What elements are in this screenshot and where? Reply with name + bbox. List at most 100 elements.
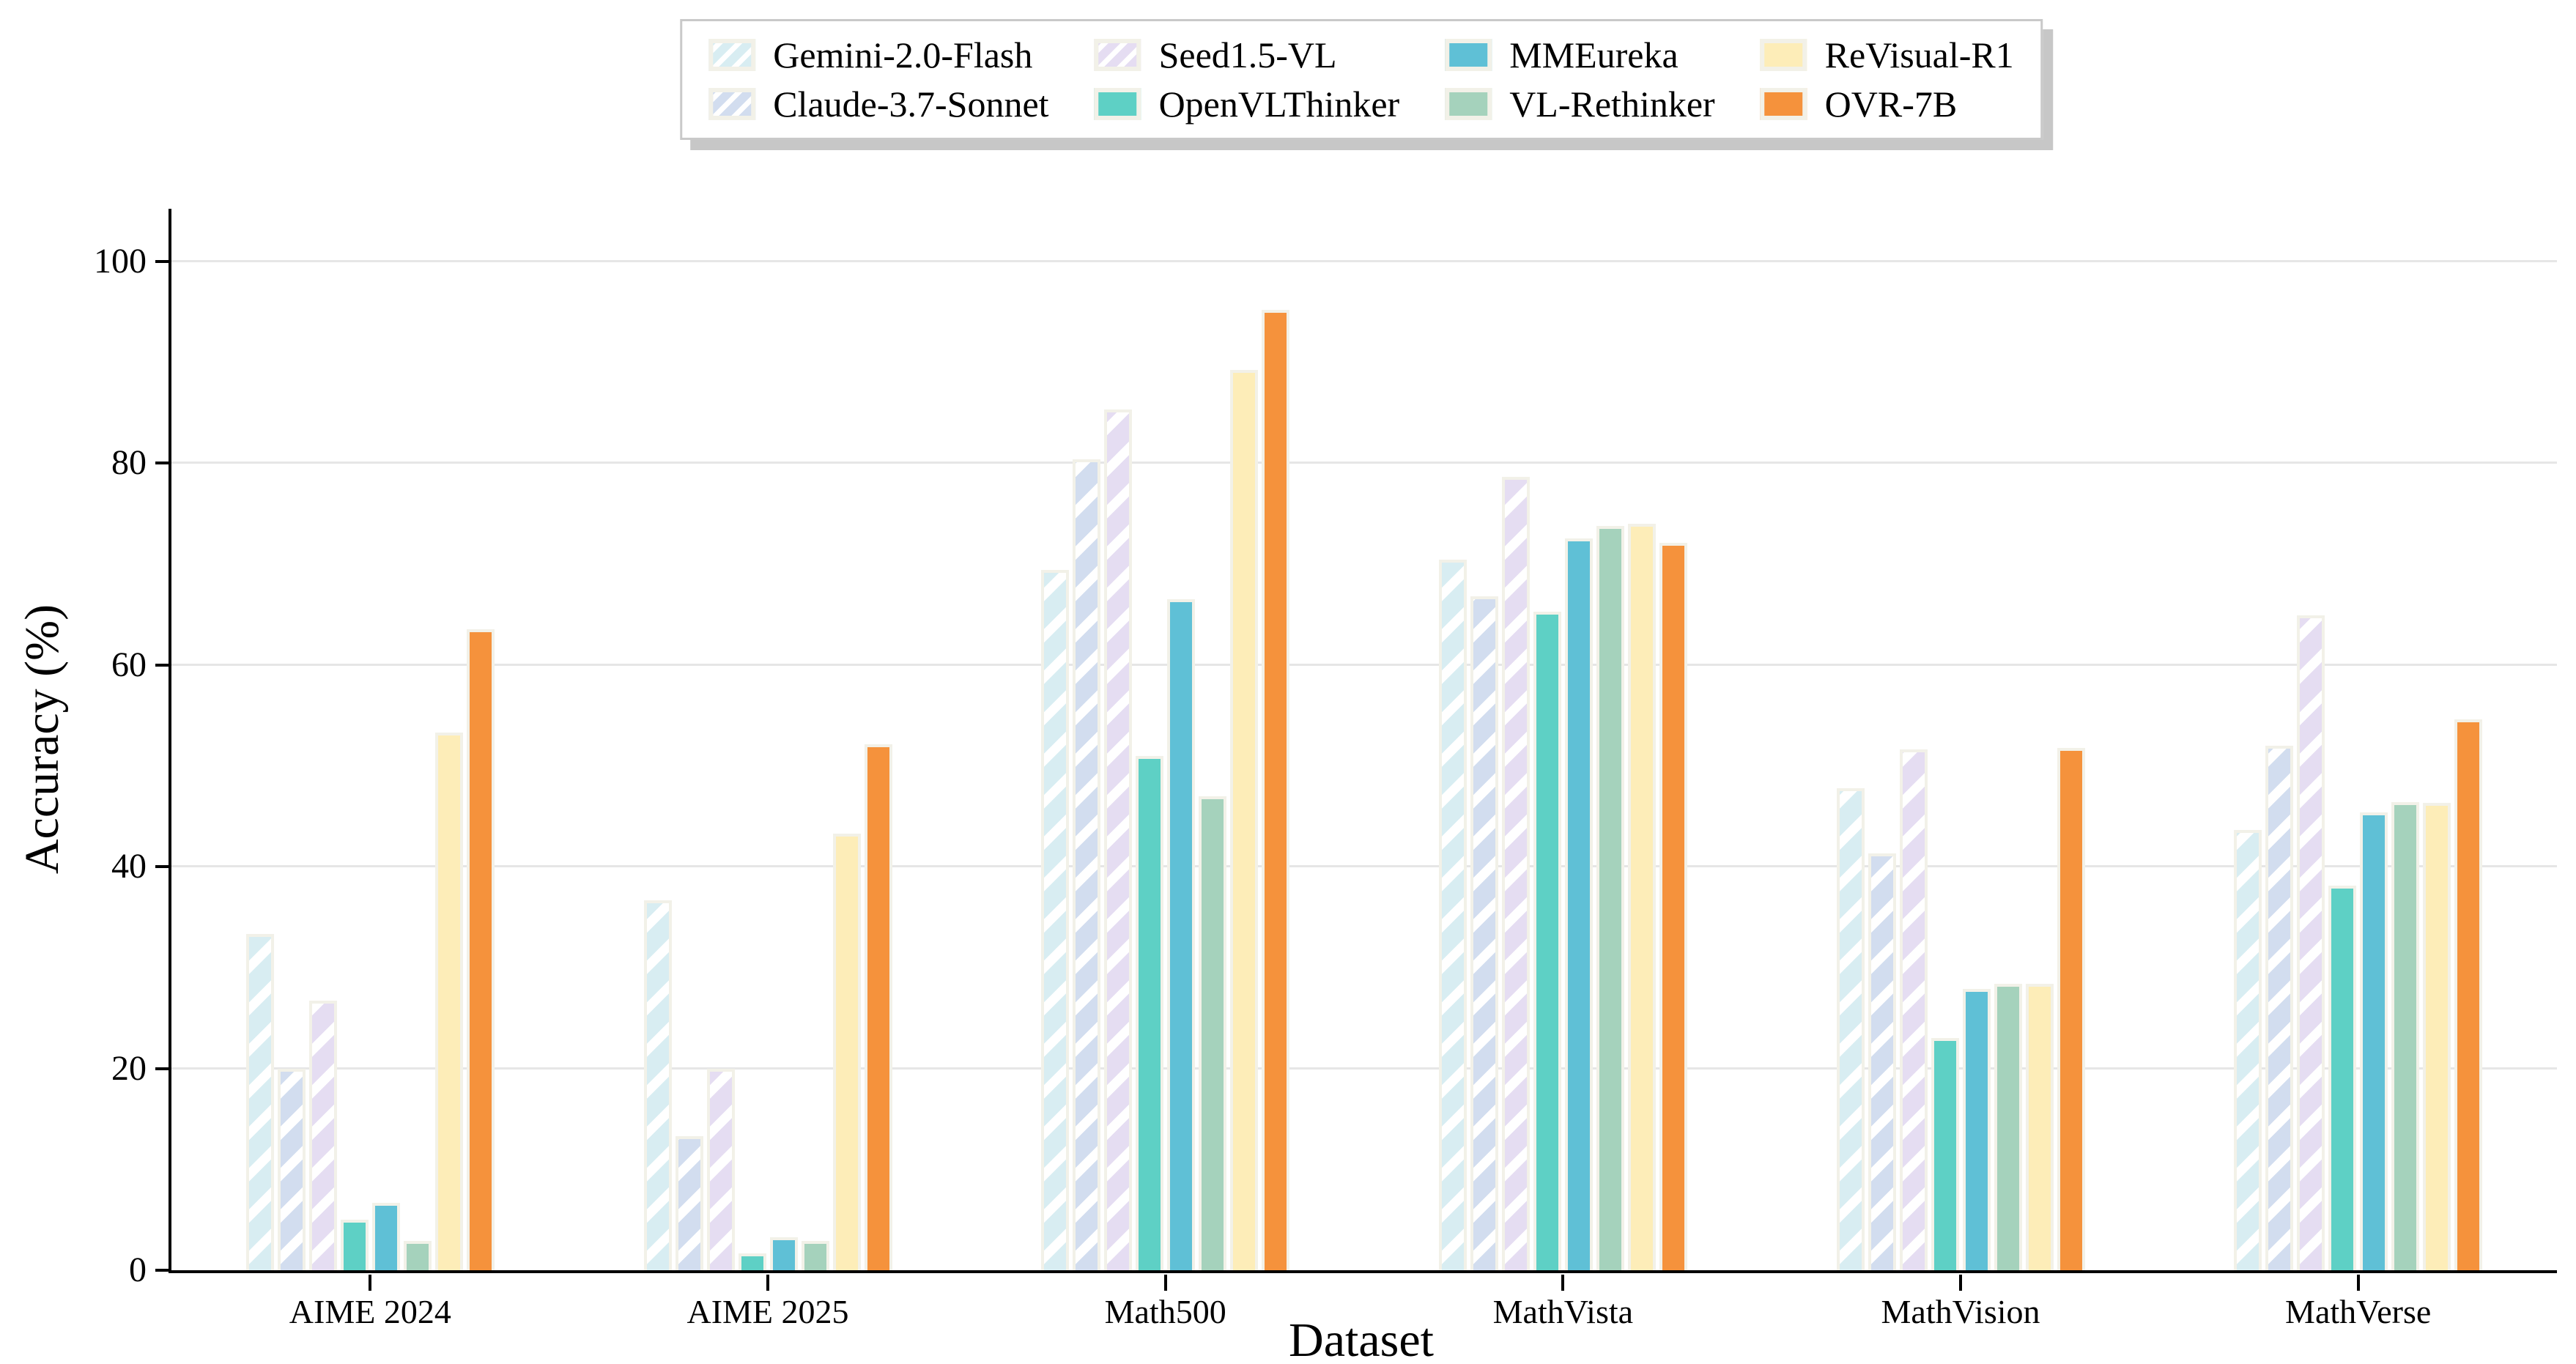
y-tick-mark-80	[155, 462, 169, 465]
bar-ovr-7b-aime-2025	[864, 744, 892, 1270]
legend-item-gemini-2-0-flash: Gemini-2.0-Flash	[708, 36, 1048, 75]
bar-claude-3-7-sonnet-aime-2024	[277, 1068, 306, 1270]
bar-revisual-r1-mathvista	[1627, 523, 1656, 1270]
bar-mmeureka-aime-2025	[769, 1237, 798, 1270]
bar-vl-rethinker-mathverse	[2391, 801, 2420, 1270]
legend-label: Claude-3.7-Sonnet	[773, 83, 1049, 125]
bar-gemini-2-0-flash-aime-2025	[643, 900, 672, 1270]
bar-seed1-5-vl-math500	[1104, 409, 1133, 1270]
legend-label: OVR-7B	[1824, 83, 1958, 125]
bar-revisual-r1-math500	[1230, 370, 1259, 1270]
bar-claude-3-7-sonnet-mathvision	[1868, 853, 1896, 1270]
legend-swatch-icon	[1094, 87, 1141, 120]
y-tick-label-0: 0	[129, 1250, 147, 1289]
y-tick-mark-60	[155, 663, 169, 667]
bar-group-mathvision: MathVision	[1762, 209, 2160, 1329]
gridline-100	[171, 259, 2557, 262]
bar-seed1-5-vl-aime-2025	[706, 1068, 735, 1270]
bar-openvlthinker-mathvista	[1533, 611, 1561, 1270]
bar-mmeureka-mathvision	[1962, 988, 1991, 1270]
bar-openvlthinker-math500	[1136, 755, 1164, 1270]
bar-seed1-5-vl-aime-2024	[308, 1001, 337, 1270]
bar-vl-rethinker-aime-2025	[801, 1241, 829, 1270]
bar-group-mathverse: MathVerse	[2159, 209, 2557, 1329]
legend-swatch-icon	[1445, 39, 1492, 72]
bar-group-mathvista: MathVista	[1364, 209, 1762, 1329]
bar-mmeureka-math500	[1167, 599, 1196, 1270]
bar-claude-3-7-sonnet-math500	[1073, 459, 1101, 1270]
legend-column-3: MMEureka VL-Rethinker	[1445, 36, 1715, 123]
x-tick-mark-4	[1959, 1275, 1963, 1291]
bar-claude-3-7-sonnet-mathvista	[1470, 596, 1498, 1270]
legend-column-1: Gemini-2.0-Flash Claude-3.7-Sonnet	[708, 36, 1049, 125]
legend-label: Gemini-2.0-Flash	[773, 34, 1033, 75]
x-category-label: MathVision	[1881, 1293, 2040, 1330]
bar-vl-rethinker-math500	[1199, 796, 1227, 1270]
bar-seed1-5-vl-mathverse	[2297, 615, 2325, 1270]
y-tick-mark-20	[155, 1067, 169, 1070]
bar-gemini-2-0-flash-mathvista	[1438, 560, 1467, 1270]
y-tick-mark-0	[155, 1269, 169, 1272]
bar-vl-rethinker-aime-2024	[403, 1241, 432, 1270]
bar-openvlthinker-aime-2025	[738, 1253, 766, 1270]
legend-label: OpenVLThinker	[1158, 83, 1400, 125]
bar-claude-3-7-sonnet-mathverse	[2265, 745, 2294, 1270]
plot-area: AIME 2024 AIME 2025 Math500 MathVista MathVi…	[94, 209, 2557, 1329]
x-axis-title: Dataset	[1289, 1313, 1434, 1364]
x-tick-mark-2	[1163, 1275, 1167, 1291]
legend-column-4: ReVisual-R1 OVR-7B	[1760, 34, 2014, 125]
bar-mmeureka-aime-2024	[371, 1202, 400, 1270]
bar-gemini-2-0-flash-mathvision	[1836, 787, 1865, 1270]
legend-item-openvlthinker: OpenVLThinker	[1094, 83, 1400, 125]
bar-revisual-r1-aime-2024	[434, 732, 463, 1270]
legend-label: MMEureka	[1509, 34, 1679, 75]
x-tick-mark-5	[2356, 1275, 2360, 1291]
x-category-label: MathVerse	[2285, 1293, 2432, 1330]
bar-group-math500: Math500	[966, 209, 1364, 1329]
bars-layer: AIME 2024 AIME 2025 Math500 MathVista MathVi…	[171, 209, 2557, 1329]
bar-ovr-7b-math500	[1262, 309, 1290, 1270]
gridline-60	[171, 663, 2557, 666]
legend: Gemini-2.0-Flash Claude-3.7-Sonnet Seed1.5…	[680, 19, 2043, 140]
y-tick-mark-100	[155, 259, 169, 263]
legend-swatch-icon	[1760, 39, 1807, 72]
gridline-20	[171, 1067, 2557, 1070]
bar-revisual-r1-aime-2025	[832, 833, 861, 1270]
bar-revisual-r1-mathverse	[2423, 803, 2451, 1270]
legend-swatch-icon	[1445, 87, 1492, 120]
bar-mmeureka-mathvista	[1564, 538, 1593, 1270]
x-tick-mark-1	[766, 1275, 769, 1291]
bar-seed1-5-vl-mathvision	[1899, 749, 1928, 1270]
bar-ovr-7b-mathvista	[1659, 542, 1687, 1270]
bar-vl-rethinker-mathvision	[1994, 983, 2022, 1270]
bar-mmeureka-mathverse	[2360, 812, 2388, 1270]
x-tick-mark-3	[1561, 1275, 1565, 1291]
bar-openvlthinker-aime-2024	[340, 1220, 369, 1270]
bar-gemini-2-0-flash-aime-2024	[245, 934, 274, 1270]
y-tick-mark-40	[155, 865, 169, 869]
bar-openvlthinker-mathvision	[1931, 1038, 1959, 1270]
legend-label: ReVisual-R1	[1824, 34, 2014, 75]
y-tick-label-60: 60	[111, 645, 147, 684]
x-category-label: Math500	[1104, 1293, 1226, 1330]
gridline-80	[171, 462, 2557, 464]
bar-group-aime-2024: AIME 2024	[171, 209, 569, 1329]
legend-item-mmeureka: MMEureka	[1445, 36, 1714, 75]
bar-gemini-2-0-flash-math500	[1041, 570, 1070, 1270]
x-tick-mark-0	[369, 1275, 372, 1291]
x-category-label: AIME 2025	[686, 1293, 849, 1330]
bar-seed1-5-vl-mathvista	[1501, 477, 1530, 1270]
legend-swatch-icon	[1760, 87, 1807, 120]
bar-ovr-7b-mathverse	[2454, 719, 2483, 1270]
bar-gemini-2-0-flash-mathverse	[2234, 830, 2262, 1270]
legend-swatch-icon	[708, 87, 756, 120]
y-tick-label-20: 20	[111, 1048, 147, 1088]
bar-revisual-r1-mathvision	[2025, 983, 2054, 1270]
legend-item-revisual-r1: ReVisual-R1	[1760, 34, 2014, 75]
y-tick-label-80: 80	[111, 443, 147, 483]
y-axis-title: Accuracy (%)	[15, 604, 69, 875]
legend-label: Seed1.5-VL	[1158, 34, 1337, 75]
y-tick-label-40: 40	[111, 847, 147, 886]
legend-swatch-icon	[708, 39, 756, 72]
